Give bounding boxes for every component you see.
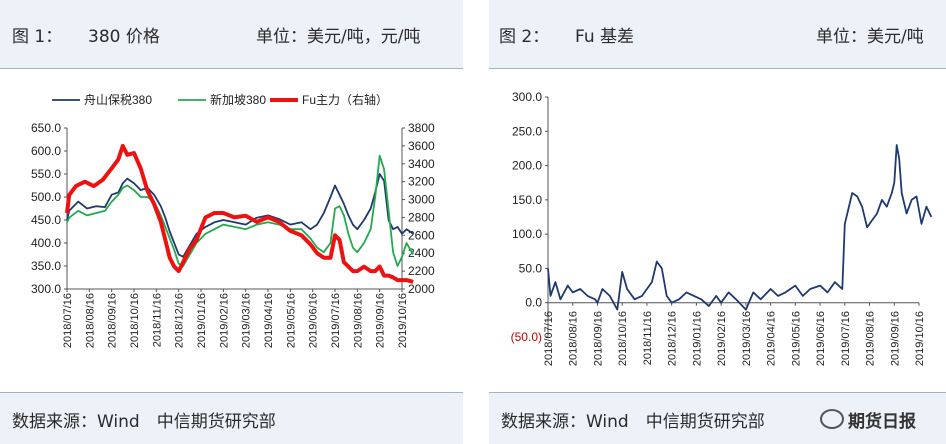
x-tick-label: 2018/08/16 — [84, 293, 96, 348]
series-line-1 — [66, 173, 414, 258]
figure-2-footer: 数据来源：Wind 中信期货研究部 期货日报 — [489, 393, 946, 444]
watermark-text: 期货日报 — [848, 412, 916, 432]
x-tick-label: 2019/04/16 — [766, 311, 778, 366]
x-tick-label: 2019/05/16 — [285, 293, 297, 348]
y2-tick-label: 3400 — [408, 157, 435, 171]
x-tick-label: 2018/09/16 — [107, 293, 119, 348]
y-tick-label: 250.0 — [512, 124, 542, 138]
y-tick-label: 650.0 — [31, 121, 61, 135]
figure-1-footer: 数据来源：Wind 中信期货研究部 — [0, 393, 463, 444]
x-tick-label: 2019/01/16 — [691, 311, 703, 366]
series-line-3 — [65, 143, 414, 284]
y-tick-label: (50.0) — [511, 330, 542, 344]
y2-tick-label: 2800 — [408, 210, 435, 224]
y2-tick-label: 3800 — [408, 121, 435, 135]
y-tick-label: 600.0 — [31, 144, 61, 158]
figure-2-header-rule — [489, 68, 946, 69]
series-line-2 — [66, 154, 414, 267]
x-tick-label: 2019/05/16 — [790, 311, 802, 366]
y-tick-label: 50.0 — [519, 261, 543, 275]
x-tick-label: 2018/10/16 — [617, 311, 629, 366]
x-tick-label: 2019/03/16 — [741, 311, 753, 366]
watermark: 期货日报 — [820, 407, 916, 432]
y-tick-label: 300.0 — [31, 282, 61, 296]
x-tick-label: 2018/07/16 — [62, 293, 74, 348]
y-tick-label: 450.0 — [31, 213, 61, 227]
figure-2-title: Fu 基差 — [575, 27, 635, 47]
x-tick-label: 2019/04/16 — [263, 293, 275, 348]
x-tick-label: 2019/09/16 — [889, 311, 901, 366]
x-tick-label: 2018/12/16 — [174, 293, 186, 348]
y2-tick-label: 3600 — [408, 139, 435, 153]
figure-1-footer-rule — [0, 392, 463, 393]
x-tick-label: 2018/10/16 — [129, 293, 141, 348]
x-tick-label: 2019/06/16 — [308, 293, 320, 348]
y2-tick-label: 2000 — [408, 282, 435, 296]
x-tick-label: 2018/07/16 — [543, 311, 555, 366]
y-tick-label: 400.0 — [31, 236, 61, 250]
x-tick-label: 2018/11/16 — [642, 311, 654, 365]
y-tick-label: 550.0 — [31, 167, 61, 181]
y2-tick-label: 2200 — [408, 264, 435, 278]
y-tick-label: 0.0 — [525, 296, 542, 310]
x-tick-label: 2018/09/16 — [592, 311, 604, 366]
y-tick-label: 300.0 — [512, 90, 542, 104]
x-tick-label: 2019/02/16 — [218, 293, 230, 348]
figure-1-title: 380 价格 — [88, 27, 160, 47]
figure-2-footer-rule — [489, 392, 946, 393]
legend-label-3: Fu主力（右轴） — [302, 92, 388, 107]
x-tick-label: 2019/10/16 — [914, 311, 926, 366]
figure-1-source: 数据来源：Wind 中信期货研究部 — [12, 412, 276, 432]
figure-2-source: 数据来源：Wind 中信期货研究部 — [501, 412, 765, 432]
figure-2-unit: 单位：美元/吨 — [816, 27, 924, 47]
figure-2-label: 图 2： — [499, 27, 550, 47]
figure-1-unit: 单位：美元/吨，元/吨 — [256, 27, 421, 47]
chart-2: (50.0) 0.0 50.0 100.0 150.0 200.0 250.0 300.0 20… — [511, 90, 933, 366]
x-tick-label: 2019/07/16 — [840, 311, 852, 366]
figure-1-label: 图 1： — [12, 27, 63, 47]
y-tick-label: 100.0 — [512, 227, 542, 241]
wechat-icon — [820, 409, 844, 429]
y-tick-label: 500.0 — [31, 190, 61, 204]
x-tick-label: 2019/10/16 — [397, 293, 409, 348]
panel-gap — [463, 0, 489, 444]
x-tick-label: 2019/08/16 — [865, 311, 877, 366]
figure-1-header: 图 1： 380 价格 单位：美元/吨，元/吨 — [0, 0, 463, 68]
figure-1-panel: 图 1： 380 价格 单位：美元/吨，元/吨 300.0 350.0 400.0 4… — [0, 0, 463, 444]
y-tick-label: 150.0 — [512, 193, 542, 207]
x-tick-label: 2018/12/16 — [667, 311, 679, 366]
x-tick-label: 2019/02/16 — [716, 311, 728, 366]
y-tick-label: 200.0 — [512, 159, 542, 173]
series-line-1 — [547, 144, 933, 311]
y2-tick-label: 3200 — [408, 175, 435, 189]
y-tick-label: 350.0 — [31, 259, 61, 273]
x-tick-label: 2019/09/16 — [375, 293, 387, 348]
legend-label-2: 新加坡380 — [210, 92, 266, 107]
figure-1-header-rule — [0, 68, 463, 69]
y2-tick-label: 3000 — [408, 193, 435, 207]
y2-tick-label: 2600 — [408, 228, 435, 242]
x-tick-label: 2019/07/16 — [330, 293, 342, 348]
y2-tick-label: 2400 — [408, 246, 435, 260]
figure-2-panel: 图 2： Fu 基差 单位：美元/吨 (50.0) 0.0 50.0 100.0 150… — [489, 0, 946, 444]
x-tick-label: 2019/03/16 — [241, 293, 253, 348]
legend-label-1: 舟山保税380 — [84, 93, 152, 107]
x-tick-label: 2019/01/16 — [196, 293, 208, 348]
chart-1: 300.0 350.0 400.0 450.0 500.0 550.0 600.0 650.0… — [31, 92, 435, 348]
x-tick-label: 2019/08/16 — [352, 293, 364, 348]
x-tick-label: 2018/08/16 — [568, 311, 580, 366]
figure-2-header: 图 2： Fu 基差 单位：美元/吨 — [489, 0, 946, 68]
x-tick-label: 2018/11/16 — [151, 293, 163, 347]
x-tick-label: 2019/06/16 — [815, 311, 827, 366]
